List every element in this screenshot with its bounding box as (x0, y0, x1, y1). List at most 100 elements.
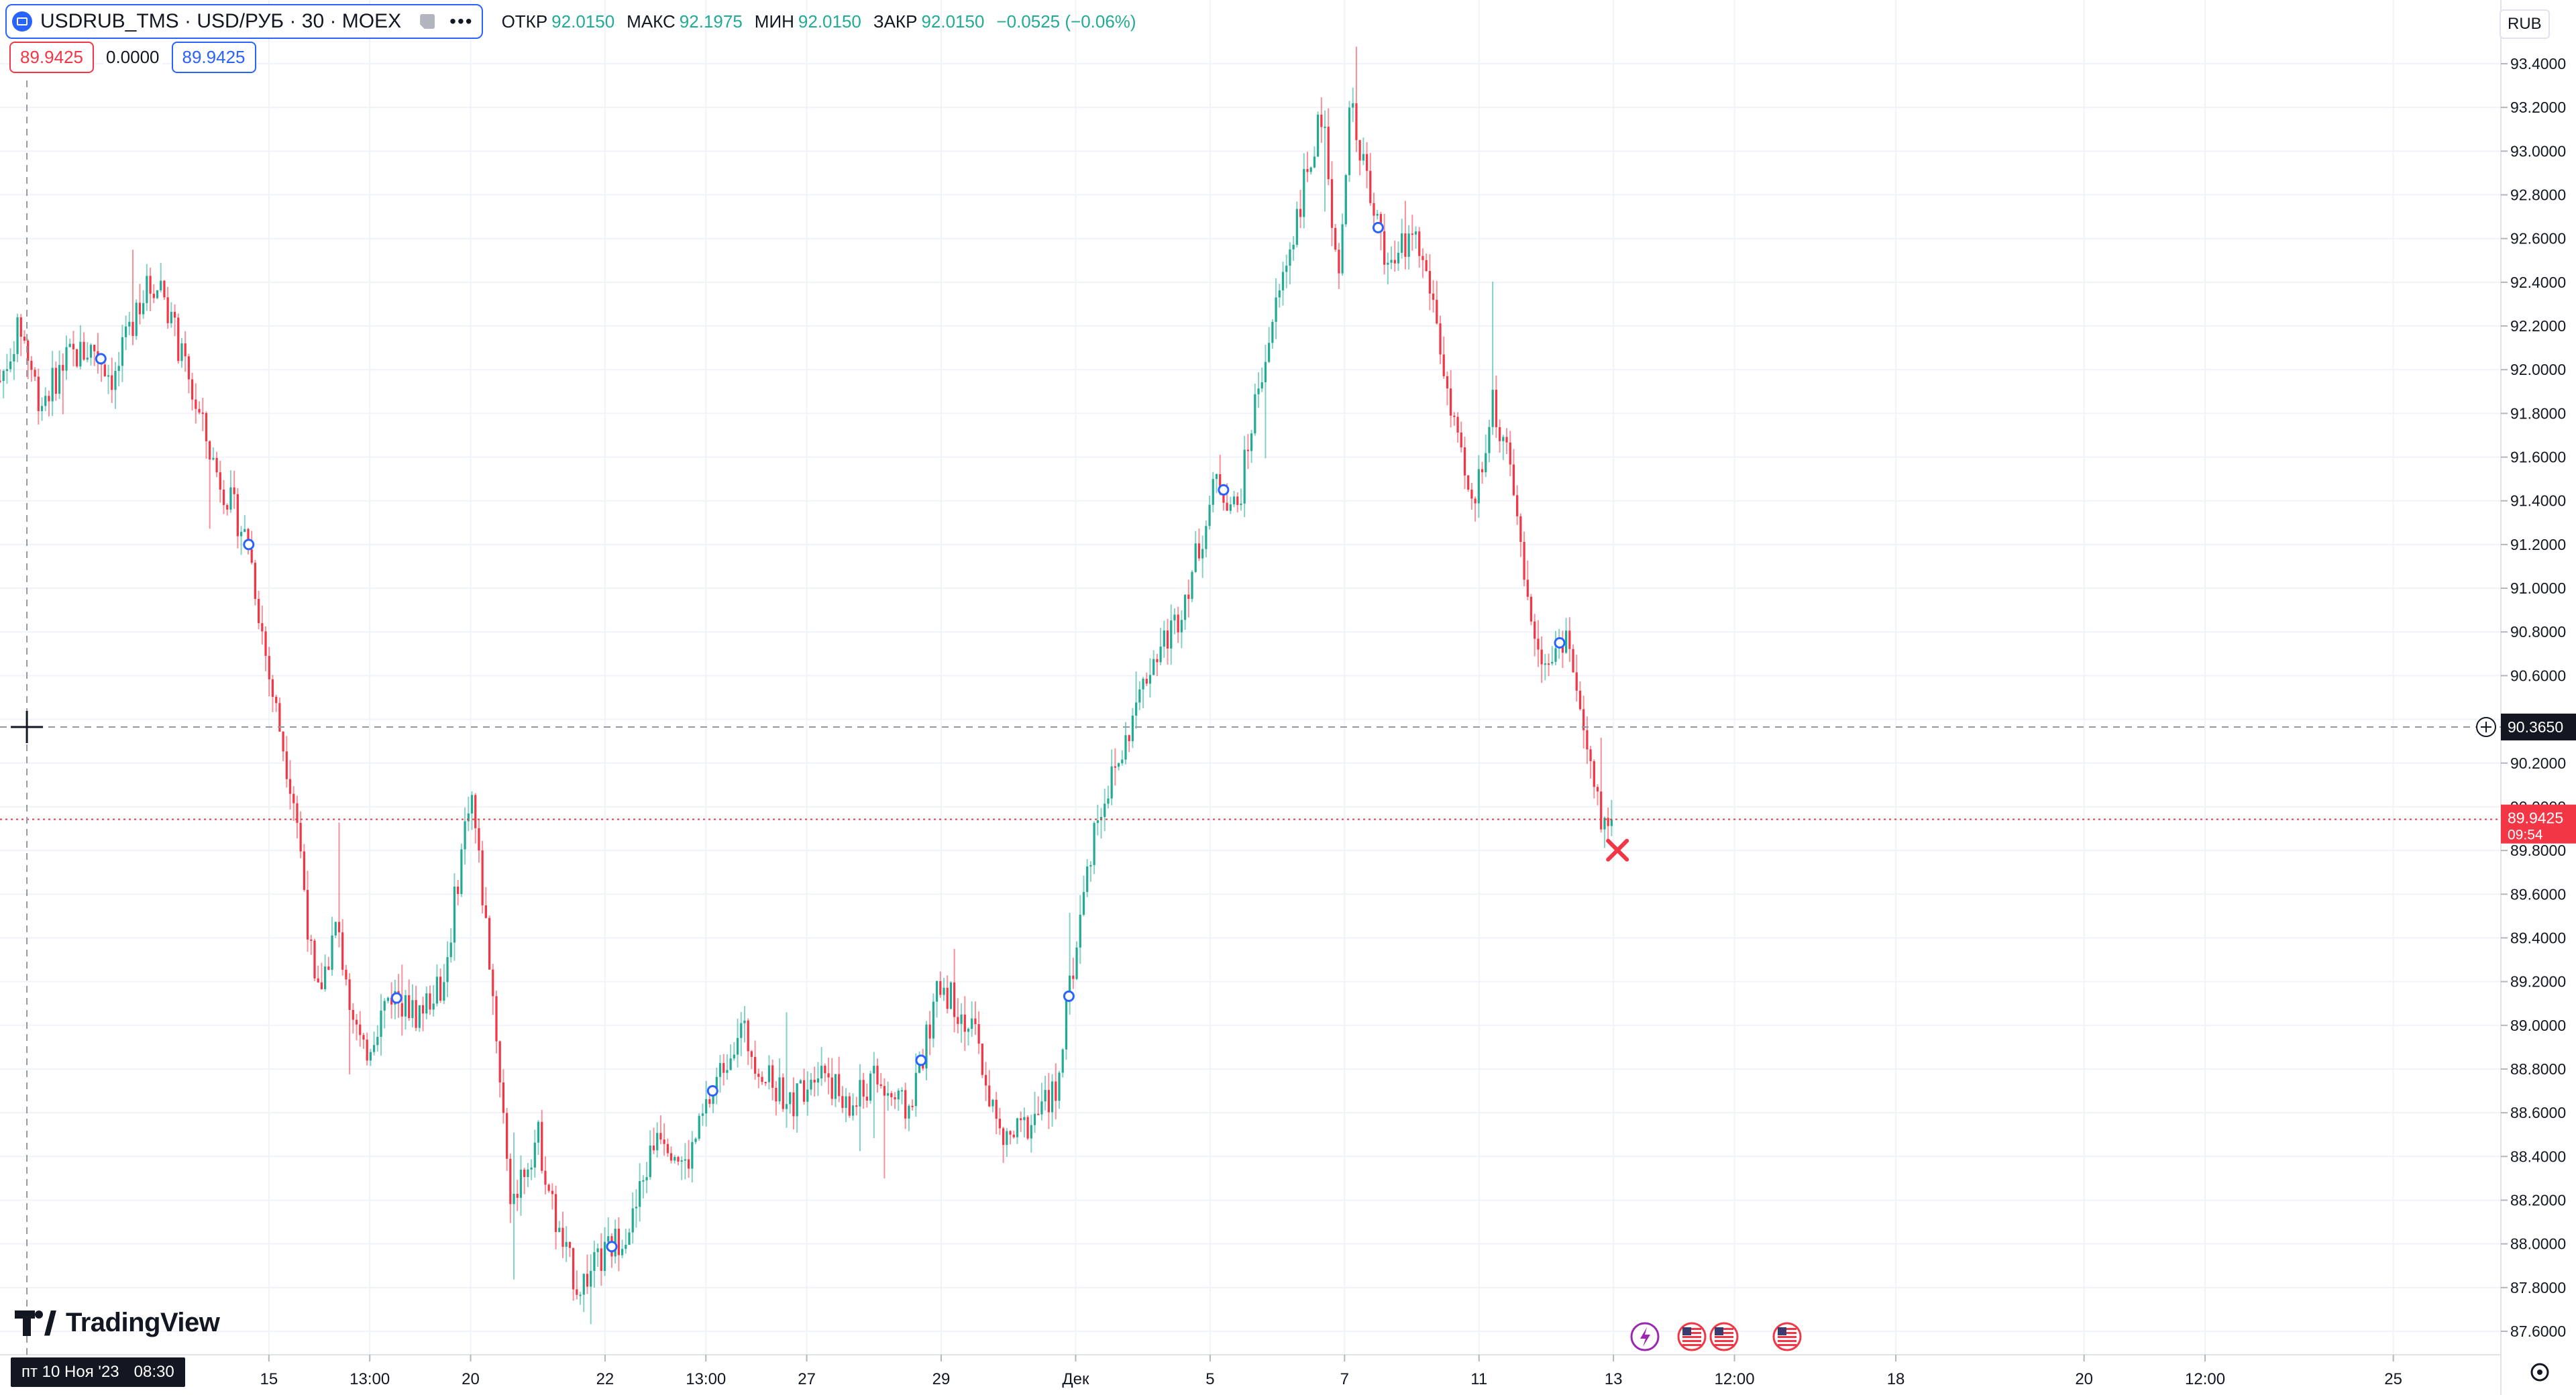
candle (900, 1086, 904, 1105)
candle-body (386, 997, 390, 1001)
currency-selector[interactable]: RUB (2500, 9, 2550, 39)
candle (883, 1078, 886, 1179)
candle-body (600, 1248, 602, 1271)
candle-body (474, 795, 477, 828)
candle-body (523, 1169, 526, 1178)
event-marker-circle[interactable] (1372, 221, 1384, 233)
candle-body (820, 1066, 823, 1078)
candle-body (1320, 114, 1323, 127)
candle (932, 993, 935, 1048)
price-axis-ticks[interactable]: 93.4000 93.2000 93.0000 92.8000 92.6000 92.40… (2501, 55, 2566, 1340)
candle-body (359, 1024, 362, 1036)
event-marker-circle[interactable] (1218, 484, 1230, 496)
candle (722, 1054, 725, 1086)
candle-body (103, 364, 106, 377)
time-tick-label: 20 (462, 1370, 480, 1388)
candle-body (258, 599, 260, 624)
cross-marker-icon[interactable] (1606, 838, 1629, 862)
candle (117, 351, 120, 387)
event-marker-circle[interactable] (606, 1241, 618, 1253)
us-flag-event-icon[interactable] (1772, 1322, 1802, 1351)
candle-body (177, 317, 180, 361)
candle-body (1037, 1113, 1040, 1115)
candle-body (914, 1072, 917, 1107)
candle-body (369, 1052, 372, 1061)
economic-event-icons[interactable] (1630, 1322, 2549, 1382)
event-marker-circle[interactable] (243, 539, 255, 551)
candle (429, 985, 431, 1015)
candle-body (1026, 1117, 1029, 1139)
candle (782, 1073, 784, 1112)
candle-body (1016, 1118, 1019, 1137)
candle-body (1254, 394, 1256, 434)
more-options-button[interactable]: ••• (449, 11, 474, 32)
candle (48, 390, 50, 416)
symbol-flag-icon[interactable] (420, 14, 435, 29)
candle-body (603, 1241, 606, 1271)
price-tick-label: 88.2000 (2510, 1191, 2566, 1209)
event-marker-circle[interactable] (915, 1054, 927, 1066)
us-flag-event-icon[interactable] (1709, 1322, 1739, 1351)
candle (1232, 490, 1236, 508)
candle (859, 1064, 861, 1152)
candle (802, 1068, 806, 1105)
candle-body (1201, 549, 1204, 559)
candle (296, 795, 299, 839)
tradingview-logo[interactable]: TradingView (15, 1308, 220, 1338)
candle-body (1072, 975, 1075, 979)
candle (1596, 784, 1599, 805)
crosshair-price-label: 90.3650 (2508, 718, 2563, 736)
last-price-countdown: 09:54 (2508, 828, 2543, 843)
candle (201, 398, 204, 431)
candle-body (187, 356, 191, 380)
settings-gear-icon[interactable] (2530, 1363, 2549, 1382)
candle (995, 1092, 998, 1135)
event-marker-circle[interactable] (390, 992, 402, 1004)
candle (341, 919, 344, 976)
candle-body (607, 1236, 610, 1242)
price-tick-label: 88.8000 (2510, 1060, 2566, 1078)
candle-body (568, 1241, 572, 1248)
candle (348, 973, 351, 1074)
candle-body (1030, 1125, 1032, 1139)
candle-body (506, 1113, 508, 1159)
candle (1072, 957, 1075, 989)
candle-body (1055, 1081, 1057, 1101)
candle-body (173, 312, 176, 318)
event-marker-circle[interactable] (1554, 637, 1566, 649)
candle-body (432, 1003, 435, 1010)
candle-body (478, 828, 480, 850)
candle-body (991, 1099, 994, 1107)
candle (460, 843, 463, 897)
symbol-title: USDRUB_TMS · USD/РУБ · 30 · MOEX (40, 10, 402, 32)
time-axis-ticks[interactable]: 15 13:00 20 22 13:00 27 29 Дек 5 7 11 13 12:00 18 20 12… (260, 1355, 2402, 1388)
buy-price-button[interactable]: 89.9425 (171, 42, 256, 73)
candle (457, 879, 460, 905)
candle (1250, 429, 1253, 463)
candle-body (544, 1170, 547, 1185)
candle (229, 470, 232, 513)
candle (1044, 1076, 1046, 1111)
candle-body (1208, 504, 1211, 526)
symbol-search-button[interactable]: USDRUB_TMS · USD/РУБ · 30 · MOEX ••• (5, 4, 483, 39)
candle-body (135, 302, 138, 336)
candle-body (229, 487, 232, 510)
candle-body (421, 1005, 425, 1014)
event-marker-circle[interactable] (95, 353, 107, 365)
candle-body (1306, 169, 1309, 172)
candle (467, 796, 470, 832)
event-marker-circle[interactable] (1063, 990, 1075, 1002)
sell-price-button[interactable]: 89.9425 (9, 42, 94, 73)
candle (146, 264, 148, 311)
candle-body (299, 822, 302, 852)
candle-body (320, 982, 323, 989)
us-flag-event-icon[interactable] (1677, 1322, 1707, 1351)
event-marker-circle[interactable] (706, 1085, 718, 1097)
candle-body (285, 751, 288, 779)
lightning-event-icon[interactable] (1630, 1322, 1660, 1351)
crosshair-plus-icon[interactable] (2476, 716, 2496, 737)
candle-body (446, 957, 449, 983)
candle (736, 1018, 739, 1068)
candle-body (1456, 416, 1459, 433)
